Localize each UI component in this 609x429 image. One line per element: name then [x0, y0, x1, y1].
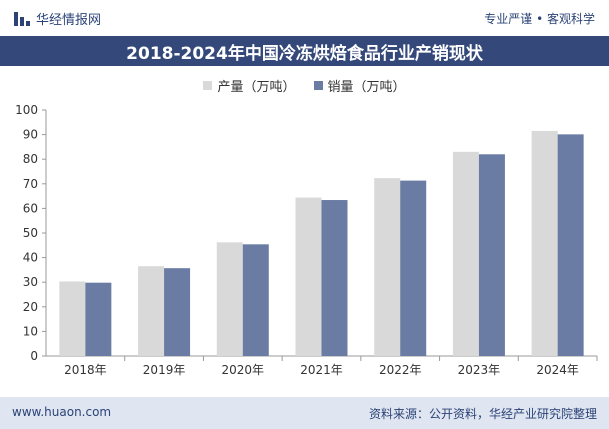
bar-production	[452, 151, 479, 356]
bar-production	[138, 266, 165, 356]
bar-sales	[85, 282, 112, 356]
legend-label-sales: 销量（万吨）	[327, 80, 406, 95]
bar-production	[59, 281, 86, 356]
y-tick-label: 30	[23, 275, 38, 289]
legend-label-production: 产量（万吨）	[217, 80, 296, 95]
y-tick-label: 40	[23, 251, 38, 265]
y-tick-label: 80	[23, 152, 38, 166]
y-tick-label: 20	[23, 300, 38, 314]
x-tick-label: 2024年	[536, 363, 579, 377]
x-tick-label: 2019年	[143, 363, 186, 377]
x-tick-label: 2021年	[300, 363, 343, 377]
bar-production	[216, 242, 243, 356]
legend-swatch-sales	[313, 81, 323, 90]
footer-source: 资料来源：公开资料，华经产业研究院整理	[368, 407, 597, 421]
y-tick-label: 90	[23, 128, 38, 142]
tagline: 专业严谨 • 客观科学	[484, 12, 595, 26]
y-tick-label: 100	[15, 103, 38, 117]
bar-sales	[242, 244, 269, 356]
legend-item-sales: 销量（万吨）	[313, 76, 406, 95]
bar-production	[374, 178, 401, 356]
x-tick-label: 2018年	[64, 363, 107, 377]
legend: 产量（万吨） 销量（万吨）	[0, 76, 609, 95]
bar-sales	[321, 200, 348, 356]
footer: www.huaon.com 资料来源：公开资料，华经产业研究院整理	[0, 397, 609, 429]
bar-chart: 0 10 20 30 40 50 60 70 80 90 100 2018年 2019年 2020年 202…	[15, 103, 598, 377]
bar-production	[531, 130, 558, 356]
bar-sales	[557, 134, 584, 356]
footer-website: www.huaon.com	[12, 405, 112, 419]
y-tick-label: 70	[23, 177, 38, 191]
legend-swatch-production	[203, 81, 213, 90]
brand: 华经情报网	[14, 9, 101, 28]
bar-logo-icon	[14, 11, 30, 26]
x-tick-label: 2022年	[379, 363, 422, 377]
top-bar: 华经情报网 专业严谨 • 客观科学	[0, 0, 609, 36]
x-tick-label: 2023年	[458, 363, 501, 377]
y-tick-label: 10	[23, 324, 38, 338]
bar-sales	[164, 268, 191, 356]
y-tick-label: 60	[23, 201, 38, 215]
brand-name: 华经情报网	[36, 13, 102, 28]
bar-sales	[400, 180, 427, 356]
y-tick-label: 50	[23, 226, 38, 240]
x-tick-label: 2020年	[222, 363, 265, 377]
bar-production	[295, 197, 322, 356]
chart-title: 2018-2024年中国冷冻烘焙食品行业产销现状	[0, 36, 609, 66]
bar-sales	[478, 154, 505, 356]
legend-item-production: 产量（万吨）	[203, 76, 296, 95]
y-tick-label: 0	[30, 349, 38, 363]
